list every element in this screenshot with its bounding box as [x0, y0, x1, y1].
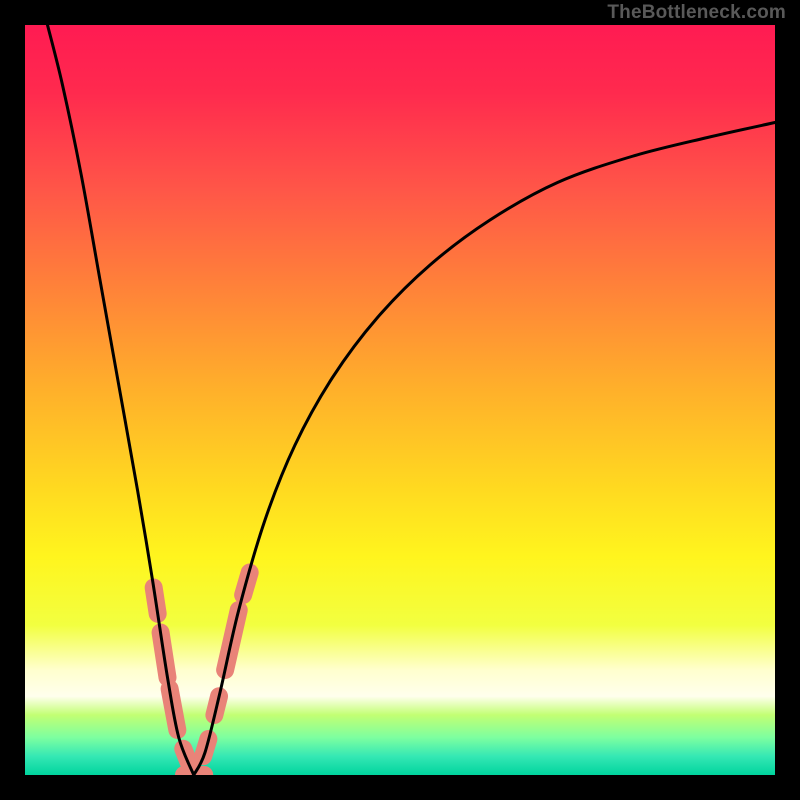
bottleneck-chart: [0, 0, 800, 800]
chart-root: TheBottleneck.com: [0, 0, 800, 800]
watermark-text: TheBottleneck.com: [607, 2, 786, 24]
plot-background: [25, 25, 775, 775]
